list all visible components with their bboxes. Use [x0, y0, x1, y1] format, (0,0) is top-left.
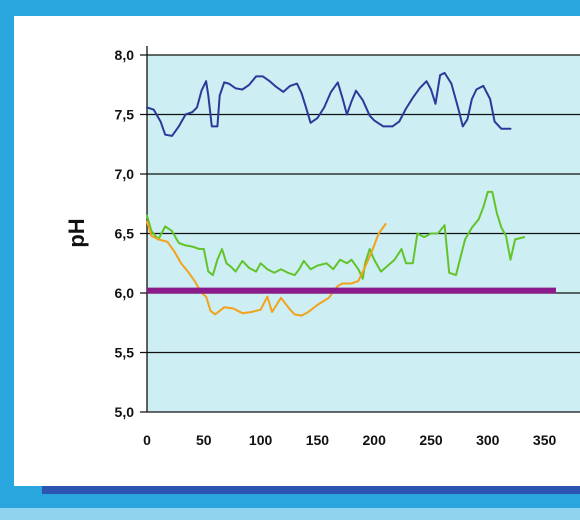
- y-tick-label: 7,5: [115, 107, 135, 123]
- x-tick-label: 300: [476, 432, 500, 448]
- frame-accent-bar: [42, 486, 580, 494]
- y-tick-labels: 5,0 5,5 6,0 6,5 7,0 7,5 8,0: [115, 47, 135, 420]
- x-tick-label: 150: [306, 432, 330, 448]
- x-tick-label: 100: [249, 432, 273, 448]
- x-tick-label: 50: [196, 432, 212, 448]
- y-axis-label: pH: [64, 218, 89, 247]
- y-tick-label: 8,0: [115, 47, 135, 63]
- series-group: [146, 71, 556, 317]
- y-tick-label: 5,5: [115, 345, 135, 361]
- y-tick-label: 6,5: [115, 226, 135, 242]
- bottom-band: [0, 508, 580, 520]
- x-tick-labels: 0 50 100 150 200 250 300 350: [143, 432, 556, 448]
- x-tick-label: 0: [143, 432, 151, 448]
- x-tick-label: 350: [533, 432, 557, 448]
- x-tick-label: 250: [419, 432, 443, 448]
- x-tick-label: 200: [363, 432, 387, 448]
- y-tick-label: 5,0: [115, 404, 135, 420]
- series-line-1: [146, 190, 526, 280]
- series-line-2: [146, 220, 387, 317]
- y-tick-label: 7,0: [115, 166, 135, 182]
- series-line-0: [146, 71, 512, 137]
- y-tick-label: 6,0: [115, 285, 135, 301]
